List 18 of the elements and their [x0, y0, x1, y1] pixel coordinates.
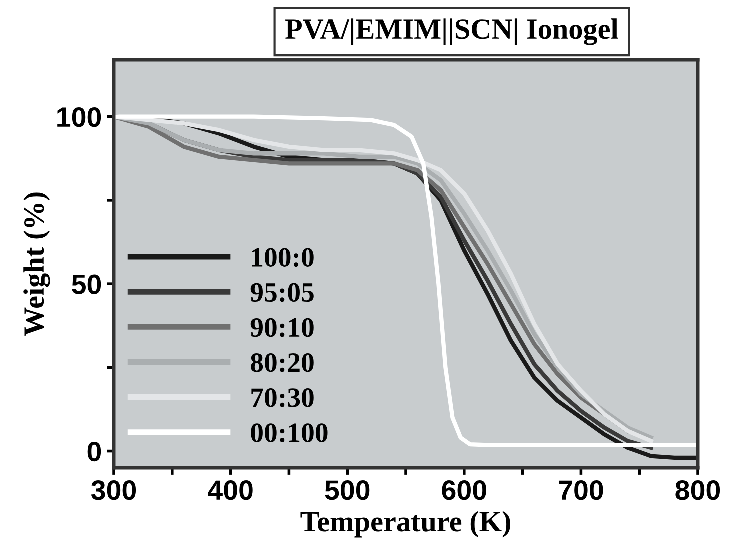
legend-label: 70:30: [252, 388, 314, 408]
y-tick-label: 100: [58, 108, 102, 128]
y-axis-title: Weight (%): [24, 192, 50, 336]
x-tick-label: 500: [325, 480, 370, 500]
legend-label: 100:0: [252, 248, 314, 268]
x-axis-title: Temperature (K): [300, 511, 510, 538]
legend-label: 80:20: [251, 353, 314, 372]
legend-label: 95:05: [250, 283, 314, 302]
x-tick-label: 800: [676, 480, 720, 500]
legend-label: 90:10: [250, 318, 314, 338]
x-tick-label: 600: [442, 480, 486, 500]
y-tick-label: 50: [72, 274, 102, 294]
y-tick-label: 0: [88, 442, 102, 462]
x-tick-label: 700: [559, 480, 604, 500]
legend-label: 00:100: [251, 424, 328, 443]
chart-title: PVA/|EMIM||SCN| Ionogel: [286, 18, 618, 46]
x-tick-label: 300: [91, 480, 136, 500]
x-tick-label: 400: [208, 480, 253, 500]
